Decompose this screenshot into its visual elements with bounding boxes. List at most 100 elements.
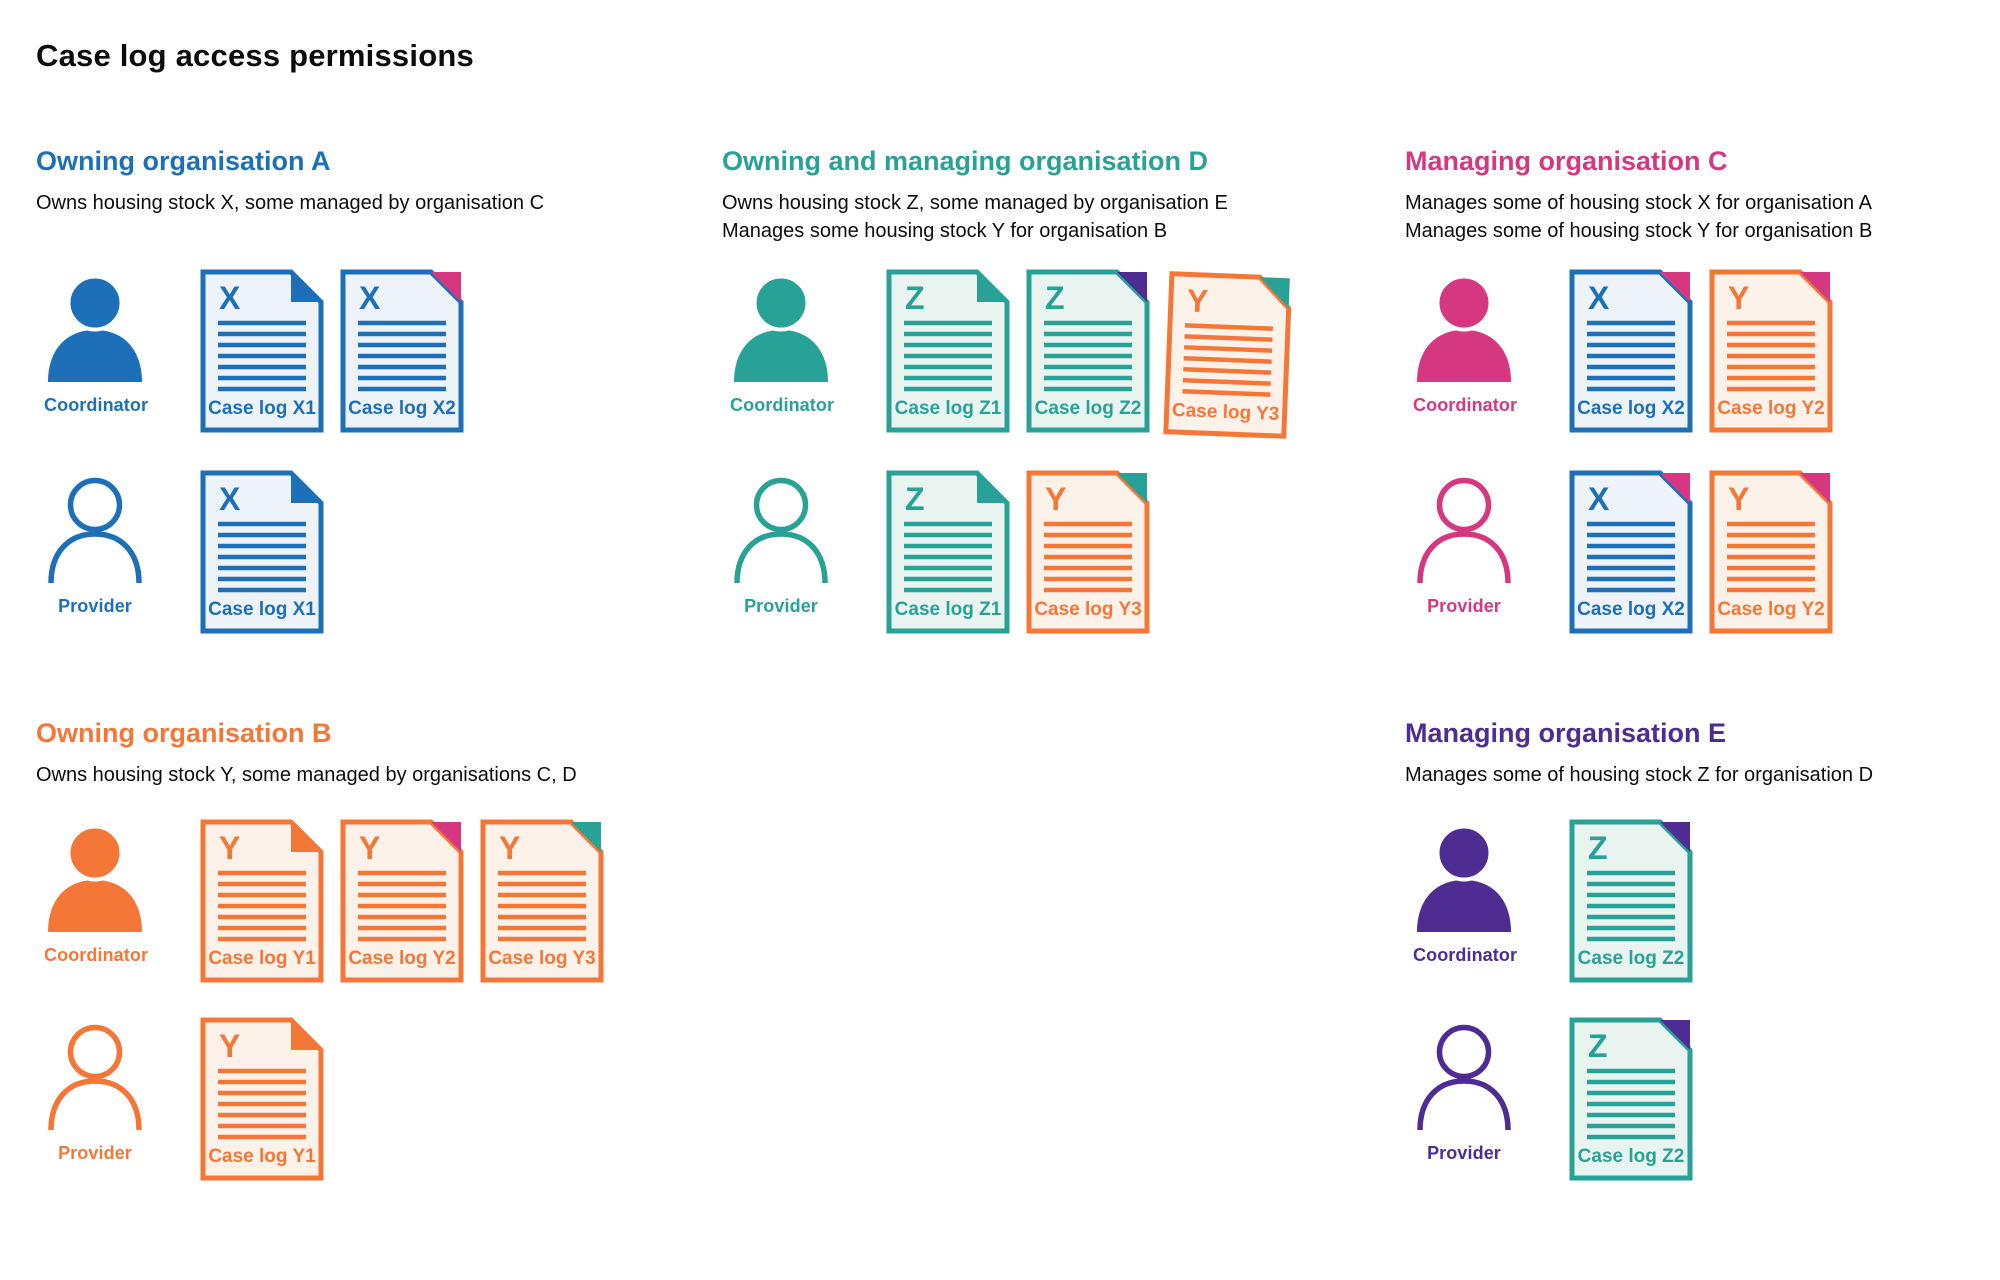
section-description-line: Owns housing stock Y, some managed by or… [36,764,577,786]
case-log-doc: Y Case log Y3 [1026,470,1150,634]
doc-label: Case log X1 [208,599,316,620]
doc-letter: X [359,280,381,316]
fold-corner-icon [431,272,461,302]
doc-letter: X [1588,481,1610,517]
case-log-doc: Y Case log Y2 [1709,470,1833,634]
fold-corner-icon [431,822,461,852]
document-icon: Y Case log Y1 [200,819,324,983]
person-block: Coordinator [730,274,867,416]
doc-label: Case log Y3 [488,948,595,969]
doc-letter: Y [219,830,240,866]
document-icon: Z Case log Z2 [1569,1017,1693,1181]
role-label: Provider [58,1143,132,1163]
document-icon: Z Case log Z2 [1026,269,1150,433]
case-log-doc: Y Case log Y3 [1163,271,1292,439]
section-description: Manages some of housing stock Z for orga… [1405,761,1873,789]
fold-corner-icon [1660,1020,1690,1050]
role-label: Coordinator [1413,395,1518,415]
role-label: Coordinator [730,395,835,415]
provider-icon [1413,1023,1515,1131]
role-label: Coordinator [1413,945,1518,965]
section-description: Owns housing stock X, some managed by or… [36,189,544,217]
section-description-line: Owns housing stock Z, some managed by or… [722,192,1228,214]
doc-text-line [1184,334,1273,342]
coordinator-icon [44,274,146,382]
fold-corner-icon [1800,473,1830,503]
doc-label: Case log X2 [1577,398,1685,419]
section-description-line: Owns housing stock X, some managed by or… [36,192,545,214]
person-body [48,330,142,382]
case-log-doc: Y Case log Y2 [1709,269,1833,433]
doc-letter: Z [1588,1028,1608,1064]
role-label: Coordinator [44,945,149,965]
section-description-line: Manages some of housing stock X for orga… [1405,192,1872,214]
case-log-doc: X Case log X2 [1569,470,1693,634]
document-icon: X Case log X2 [1569,470,1693,634]
person-head [66,274,124,332]
role-label: Provider [744,596,818,616]
provider-icon [730,476,832,584]
doc-label: Case log X2 [1577,599,1685,620]
case-log-doc: Z Case log Z2 [1569,1017,1693,1181]
doc-letter: Y [499,830,520,866]
case-log-doc: Z Case log Z2 [1026,269,1150,433]
provider-row: Provider X Case log X2 Y Case log Y2 [1405,470,1833,634]
section-heading: Managing organisation C [1405,146,1728,176]
fold-corner-icon [291,1020,321,1050]
doc-letter: Z [1045,280,1065,316]
doc-text-line [1182,378,1271,386]
document-icon: Y Case log Y3 [1163,271,1292,439]
coordinator-row: Coordinator X Case log X1 X Case log X2 [36,269,464,433]
fold-corner-icon [1660,272,1690,302]
fold-corner-icon [571,822,601,852]
doc-label: Case log Y2 [1717,599,1824,620]
fold-corner-icon [977,473,1007,503]
doc-letter: Y [1728,481,1749,517]
person-block: Provider [44,1023,181,1164]
doc-label: Case log Z2 [1578,1146,1685,1167]
provider-row: Provider X Case log X1 [36,470,324,634]
case-log-doc: Y Case log Y1 [200,819,324,983]
person-head [66,824,124,882]
document-icon: Y Case log Y3 [480,819,604,983]
section-heading: Owning organisation B [36,718,332,748]
doc-label: Case log Y2 [1717,398,1824,419]
case-log-doc: X Case log X2 [1569,269,1693,433]
provider-icon [1413,476,1515,584]
person-head [67,1024,123,1080]
doc-text-line [1184,345,1273,353]
person-body [1417,1078,1511,1131]
provider-row: Provider Z Case log Z2 [1405,1017,1693,1181]
section-description-line: Manages some of housing stock Z for orga… [1405,764,1874,786]
person-block: Coordinator [1413,824,1550,966]
doc-label: Case log X1 [208,398,316,419]
document-icon: Y Case log Y2 [340,819,464,983]
doc-letter: Y [219,1028,240,1064]
doc-label: Case log Z2 [1035,398,1142,419]
doc-letter: Z [905,481,925,517]
document-icon: X Case log X1 [200,269,324,433]
doc-letter: Z [905,280,925,316]
person-head [1436,477,1492,533]
doc-label: Case log Z2 [1578,948,1685,969]
person-head [1436,1024,1492,1080]
coordinator-row: Coordinator Y Case log Y1 Y Case log Y2 Y Case… [36,819,604,983]
case-log-doc: Y Case log Y1 [200,1017,324,1181]
document-icon: Y Case log Y3 [1026,470,1150,634]
person-block: Coordinator [44,274,181,416]
provider-row: Provider Y Case log Y1 [36,1017,324,1181]
case-log-doc: X Case log X1 [200,470,324,634]
person-body [734,531,828,584]
doc-label: Case log Z1 [895,398,1002,419]
document-icon: X Case log X2 [340,269,464,433]
fold-corner-icon [1259,277,1290,309]
person-block: Coordinator [1413,274,1550,416]
person-head [752,274,810,332]
doc-letter: Y [359,830,380,866]
doc-label: Case log X2 [348,398,456,419]
fold-corner-icon [977,272,1007,302]
doc-letter: X [219,280,241,316]
section-description: Owns housing stock Y, some managed by or… [36,761,577,789]
coordinator-icon [1413,824,1515,932]
doc-label: Case log Y2 [348,948,455,969]
